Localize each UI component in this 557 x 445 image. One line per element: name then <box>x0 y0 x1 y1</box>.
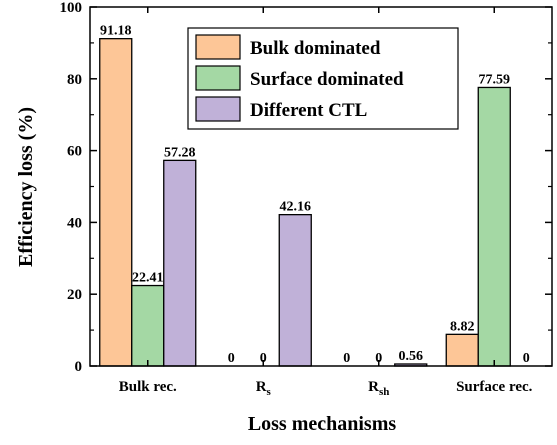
legend-label-2: Surface dominated <box>250 69 404 90</box>
legend: Bulk dominated Surface dominated Different… <box>187 27 459 130</box>
y-axis-title: Efficiency loss (%) <box>15 107 37 267</box>
data-label-3-1: 0 <box>343 351 350 366</box>
legend-swatch-1 <box>195 34 241 60</box>
data-label-1-3: 57.28 <box>164 145 196 160</box>
data-labels-layer: 91.18 22.41 57.28 0 0 42.16 0 0 0.56 8.82 77.59 0 <box>100 24 530 366</box>
data-label-3-3: 0.56 <box>399 349 424 364</box>
data-label-2-1: 0 <box>228 351 235 366</box>
bars-layer <box>99 38 511 367</box>
bar-4-1 <box>445 333 479 367</box>
bar-2-3 <box>278 213 312 367</box>
data-label-2-2: 0 <box>260 351 267 366</box>
bar-1-2 <box>131 284 165 367</box>
y-tick-label-100: 100 <box>60 0 83 16</box>
bar-1-3 <box>163 159 197 367</box>
legend-swatch-3 <box>195 96 241 122</box>
data-label-4-1: 8.82 <box>450 319 475 334</box>
y-tick-label-40: 40 <box>67 215 82 231</box>
x-tick-label-2: Rs <box>256 379 272 398</box>
data-label-3-2: 0 <box>375 351 382 366</box>
y-tick-label-60: 60 <box>67 144 82 160</box>
y-tick-label-20: 20 <box>67 287 82 303</box>
y-tick-label-80: 80 <box>67 72 82 88</box>
legend-label-3: Different CTL <box>250 100 367 121</box>
x-tick-label-1: Bulk rec. <box>119 379 177 395</box>
x-tick-label-3: Rsh <box>368 379 389 398</box>
legend-label-1: Bulk dominated <box>250 38 381 59</box>
x-tick-label-4: Surface rec. <box>456 379 533 395</box>
y-tick-label-0: 0 <box>75 359 83 375</box>
legend-swatch-2 <box>195 65 241 91</box>
data-label-1-1: 91.18 <box>100 24 132 39</box>
data-label-4-2: 77.59 <box>479 72 511 87</box>
x-axis-title: Loss mechanisms <box>248 413 397 435</box>
data-label-4-3: 0 <box>523 351 530 366</box>
data-label-2-3: 42.16 <box>280 200 312 215</box>
data-label-1-2: 22.41 <box>132 271 164 286</box>
bar-4-2 <box>477 86 511 367</box>
bar-1-1 <box>99 38 133 367</box>
axes-layer: Bulk rec. Rs Rsh Surface rec. 0 20 40 60 80 100 <box>60 0 552 398</box>
